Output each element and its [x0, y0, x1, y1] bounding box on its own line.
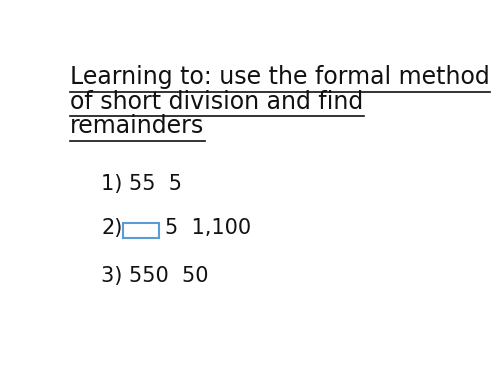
Text: 1) 55  5: 1) 55 5 — [101, 174, 182, 194]
Text: remainders: remainders — [70, 114, 204, 138]
Text: of short division and find: of short division and find — [70, 90, 364, 114]
Bar — [122, 223, 160, 238]
Text: 5  1,100: 5 1,100 — [165, 218, 252, 238]
Text: Learning to: use the formal method: Learning to: use the formal method — [70, 65, 490, 89]
Text: 3) 550  50: 3) 550 50 — [101, 266, 209, 286]
Text: 2): 2) — [101, 218, 122, 238]
